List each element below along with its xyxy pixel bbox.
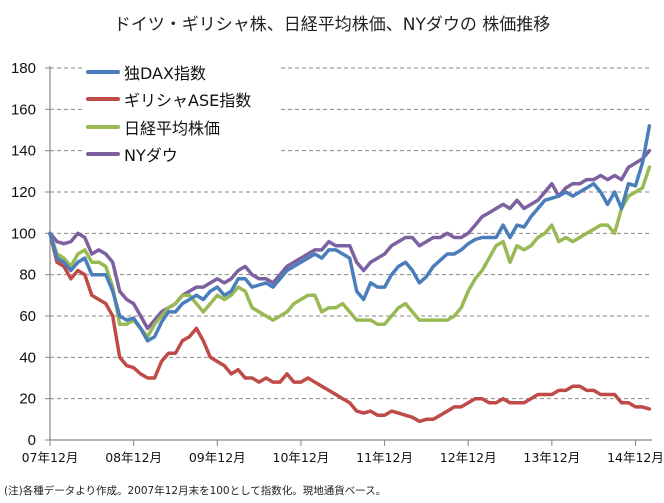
series-line-3 (48, 148, 652, 331)
y-tick-label: 60 (19, 308, 36, 325)
legend-swatch (86, 152, 120, 157)
y-tick-label: 40 (19, 349, 36, 366)
y-tick-label: 0 (28, 432, 36, 449)
y-tick-label: 140 (11, 143, 36, 160)
footnote: (注)各種データより作成。2007年12月末を100として指数化。現地通貨ベース… (4, 485, 387, 497)
legend-item-nikkei: 日経平均株価 (86, 113, 276, 141)
legend-item-dow: NYダウ (86, 141, 276, 169)
legend-label: NYダウ (124, 146, 178, 166)
x-tick-label: 08年12月 (105, 450, 162, 465)
legend: 独DAX指数 ギリシャASE指数 日経平均株価 NYダウ (82, 58, 280, 168)
series-line-0 (48, 124, 652, 343)
legend-label: ギリシャASE指数 (124, 91, 252, 111)
legend-item-ase: ギリシャASE指数 (86, 86, 276, 114)
chart-title: ドイツ・ギリシャ株、日経平均株価、NYダウの 株価推移 (113, 15, 551, 35)
x-tick-label: 13年12月 (523, 450, 580, 465)
legend-swatch (86, 69, 120, 74)
legend-swatch (86, 124, 120, 129)
x-tick-label: 09年12月 (189, 450, 246, 465)
x-tick-label: 07年12月 (22, 450, 79, 465)
legend-label: 日経平均株価 (124, 118, 221, 138)
y-tick-label: 160 (11, 101, 36, 118)
series-line-2 (48, 165, 652, 339)
y-tick-label: 100 (11, 225, 36, 242)
legend-swatch (86, 97, 120, 102)
legend-label: 独DAX指数 (124, 63, 206, 83)
y-tick-label: 20 (19, 391, 36, 408)
y-axis-ticks: 0 20 40 60 80 100 120 140 160 180 (11, 60, 50, 449)
x-tick-label: 11年12月 (356, 450, 413, 465)
series-lines (48, 124, 652, 424)
x-tick-label: 14年12月 (607, 450, 664, 465)
x-axis-ticks: 07年12月 08年12月 09年12月 10年12月 11年12月 12年12月 13年1… (22, 440, 664, 465)
series-line-1 (48, 231, 652, 424)
x-tick-label: 12年12月 (440, 450, 497, 465)
y-tick-label: 180 (11, 60, 36, 77)
y-tick-label: 80 (19, 267, 36, 284)
x-tick-label: 10年12月 (273, 450, 330, 465)
y-tick-label: 120 (11, 184, 36, 201)
legend-item-dax: 独DAX指数 (86, 58, 276, 86)
